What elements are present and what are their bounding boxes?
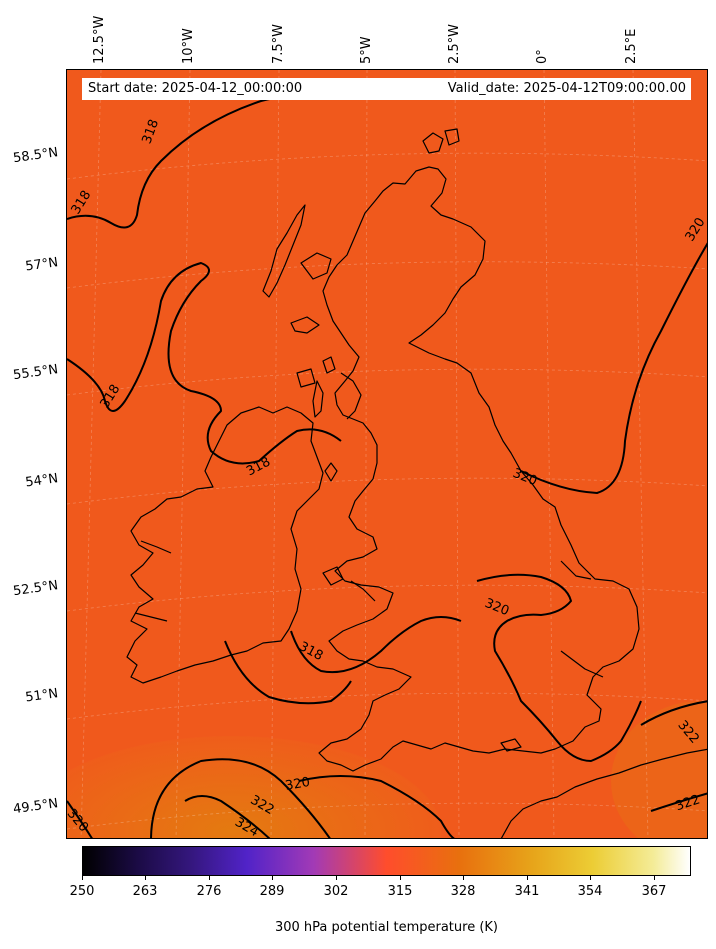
contour-lines xyxy=(67,93,707,838)
colorbar-label-354: 354 xyxy=(577,884,603,899)
islay xyxy=(296,368,316,388)
skye xyxy=(300,252,332,280)
wales-inlet xyxy=(350,580,376,602)
contour-label-322-c: 322 xyxy=(674,792,702,814)
anglesey xyxy=(322,566,344,586)
lat-label-49-5n: 49.5°N xyxy=(12,796,60,818)
colorbar-label-250: 250 xyxy=(69,884,95,899)
colorbar-label-289: 289 xyxy=(259,884,285,899)
colorbar-tick xyxy=(463,876,464,880)
colorbar-tick xyxy=(654,876,655,880)
france-coast xyxy=(500,748,707,838)
orkney xyxy=(422,132,444,154)
colorbar-label-276: 276 xyxy=(196,884,222,899)
thames-estuary xyxy=(560,650,604,678)
contour-320-north-sea xyxy=(520,242,707,494)
lat-label-57n: 57°N xyxy=(24,255,60,275)
contour-322-south xyxy=(150,758,331,838)
colorbar-tick xyxy=(272,876,273,880)
start-date-text: Start date: 2025-04-12_00:00:00 xyxy=(88,81,303,96)
colorbar-tick xyxy=(590,876,591,880)
contour-318-west xyxy=(67,262,342,465)
outer-hebrides xyxy=(262,204,306,298)
lon-label-7-5w: 7.5°W xyxy=(271,23,286,64)
contour-label-320-d: 320 xyxy=(284,775,311,794)
contour-322-east xyxy=(640,700,707,726)
valid-date-text: Valid_date: 2025-04-12T09:00:00.00 xyxy=(447,81,686,96)
colorbar-label-367: 367 xyxy=(641,884,667,899)
contour-318-ireland xyxy=(224,640,352,705)
orkney-2 xyxy=(444,128,460,146)
colorbar-label-341: 341 xyxy=(514,884,540,899)
lon-label-5w: 5°W xyxy=(359,36,374,64)
map-canvas: 318 318 318 318 318 320 320 320 320 322 … xyxy=(67,70,707,838)
lon-label-2-5e: 2.5°E xyxy=(624,28,639,64)
ireland-inlet-west xyxy=(140,540,172,554)
scottish-inlet-1 xyxy=(340,372,362,420)
colorbar-tick xyxy=(336,876,337,880)
colorbar-tick xyxy=(145,876,146,880)
arran xyxy=(322,356,336,374)
lat-label-54n: 54°N xyxy=(24,471,60,491)
isle-of-man xyxy=(324,462,338,482)
contour-320-south xyxy=(298,775,455,838)
temperature-field xyxy=(67,70,707,838)
colorbar-tick xyxy=(82,876,83,880)
kintyre xyxy=(312,380,324,418)
colorbar-label-302: 302 xyxy=(323,884,349,899)
colorbar-tick xyxy=(527,876,528,880)
contour-324 xyxy=(184,795,271,838)
lat-label-55-5n: 55.5°N xyxy=(12,362,60,384)
ireland-inlet-shannon xyxy=(134,612,168,622)
date-info-box: Start date: 2025-04-12_00:00:00 Valid_da… xyxy=(82,78,691,100)
colorbar-label-263: 263 xyxy=(132,884,158,899)
warm-region-southeast xyxy=(611,701,707,838)
colorbar-tick xyxy=(209,876,210,880)
colorbar-tick xyxy=(400,876,401,880)
ireland-coast xyxy=(126,406,324,684)
wash-inlet xyxy=(560,560,592,580)
isle-of-wight xyxy=(500,738,522,752)
contour-318-irish-sea xyxy=(290,616,462,674)
lon-label-0: 0° xyxy=(535,49,550,64)
graticule xyxy=(67,70,707,838)
contour-322-southeast xyxy=(650,792,707,812)
map-panel: 318 318 318 318 318 320 320 320 320 322 … xyxy=(66,69,708,839)
lat-label-52-5n: 52.5°N xyxy=(12,578,60,600)
colorbar xyxy=(82,846,691,876)
coastlines xyxy=(126,128,707,838)
mull xyxy=(290,316,320,334)
lon-label-12-5w: 12.5°W xyxy=(92,15,107,64)
lat-label-51n: 51°N xyxy=(24,686,60,706)
colorbar-label-315: 315 xyxy=(387,884,413,899)
contour-320-england xyxy=(476,573,642,762)
lon-label-10w: 10°W xyxy=(181,28,196,64)
lon-label-2-5w: 2.5°W xyxy=(447,23,462,64)
lat-label-58-5n: 58.5°N xyxy=(12,145,60,167)
contour-320-southwest xyxy=(67,800,93,838)
great-britain-coast xyxy=(318,166,640,772)
colorbar-label-328: 328 xyxy=(450,884,476,899)
colorbar-title: 300 hPa potential temperature (K) xyxy=(274,920,498,935)
warm-region-southwest xyxy=(67,736,441,838)
